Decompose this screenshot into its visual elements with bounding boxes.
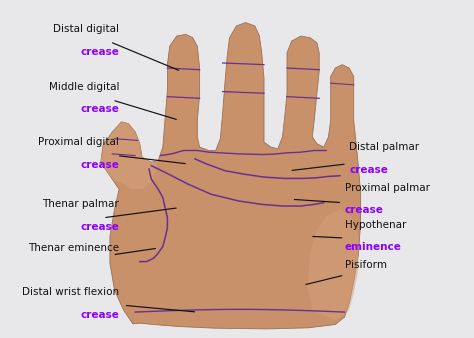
Text: crease: crease — [349, 165, 388, 175]
Text: Proximal palmar: Proximal palmar — [345, 183, 429, 193]
Text: crease: crease — [345, 206, 383, 215]
Text: Distal wrist flexion: Distal wrist flexion — [22, 287, 119, 297]
Text: eminence: eminence — [345, 242, 401, 252]
Text: Hypothenar: Hypothenar — [345, 220, 406, 230]
Text: crease: crease — [80, 310, 119, 320]
Text: Distal digital: Distal digital — [53, 24, 119, 34]
Text: Thenar eminence: Thenar eminence — [28, 243, 119, 253]
Text: crease: crease — [80, 104, 119, 115]
Text: Pisiform: Pisiform — [345, 260, 386, 270]
Text: crease: crease — [80, 47, 119, 57]
Polygon shape — [100, 122, 158, 189]
Polygon shape — [100, 23, 361, 329]
Polygon shape — [308, 210, 358, 320]
Text: crease: crease — [80, 222, 119, 232]
Text: Proximal digital: Proximal digital — [38, 137, 119, 147]
Text: crease: crease — [80, 160, 119, 170]
Text: Middle digital: Middle digital — [49, 81, 119, 92]
Text: Thenar palmar: Thenar palmar — [42, 199, 119, 210]
Text: Distal palmar: Distal palmar — [349, 142, 419, 152]
